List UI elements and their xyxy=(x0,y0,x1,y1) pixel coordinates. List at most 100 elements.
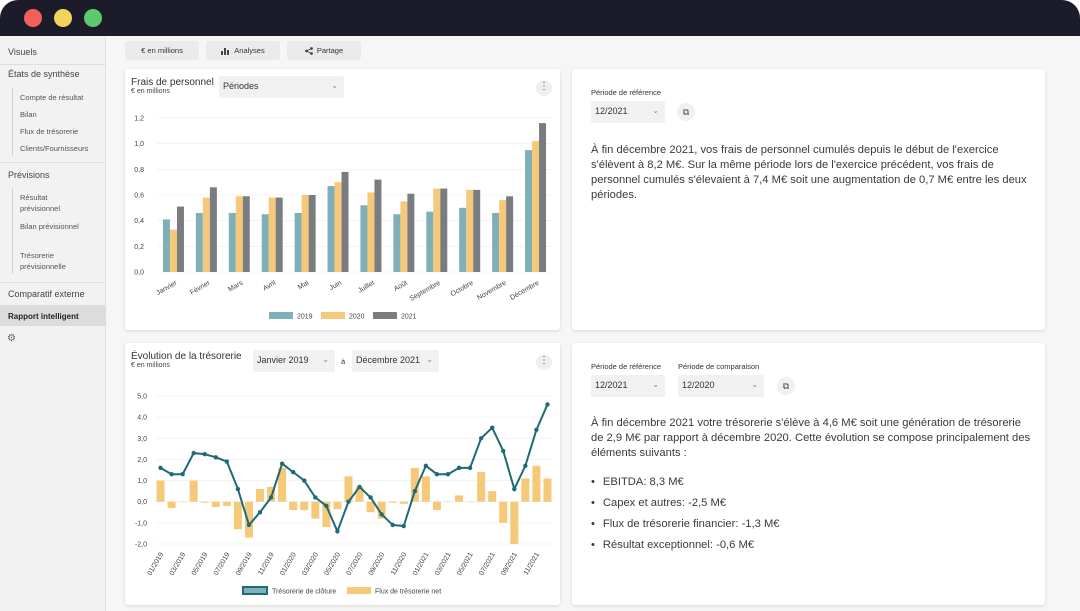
flux-bar xyxy=(388,501,397,503)
flux-bar xyxy=(278,467,287,502)
divider xyxy=(0,282,106,283)
partage-button[interactable]: Partage xyxy=(287,41,361,60)
currency-label: € en millions xyxy=(141,46,183,55)
y-tick-label: 3,0 xyxy=(137,436,147,443)
tresorerie-point xyxy=(180,472,185,477)
frais-commentaire-card: Période de référence 12/2021 ⌄ ⧉ À fin dé… xyxy=(572,69,1045,330)
tresorerie-point xyxy=(158,465,163,471)
flux-bar xyxy=(222,501,231,506)
copy-icon[interactable]: ⧉ xyxy=(677,103,695,121)
close-window-button[interactable] xyxy=(24,9,42,27)
sidebar-item-bilan-previsionnel[interactable]: Bilan prévisionnel xyxy=(20,222,79,231)
tresorerie-line xyxy=(160,404,549,534)
flux-bar xyxy=(256,489,265,502)
bar-2019 xyxy=(261,214,269,272)
currency-button[interactable]: € en millions xyxy=(125,41,199,60)
card-menu-button[interactable]: ⋮ xyxy=(536,80,552,96)
sidebar-item-bilan[interactable]: Bilan xyxy=(20,110,37,119)
bar-2019 xyxy=(492,212,500,272)
flux-bar xyxy=(410,467,419,502)
legend-label: 2020 xyxy=(349,314,365,321)
flux-bar xyxy=(477,472,486,502)
flux-bar xyxy=(211,501,220,507)
divider xyxy=(0,305,106,306)
x-tick-label: Avril xyxy=(262,279,278,292)
tresorerie-point xyxy=(335,529,340,534)
start-period-select[interactable]: Janvier 2019 ⌄ xyxy=(253,350,335,372)
sidebar-item-visuels[interactable]: Visuels xyxy=(8,47,37,57)
analyses-button[interactable]: Analyses xyxy=(206,41,280,60)
y-tick-label: 5,0 xyxy=(137,394,147,401)
tresorerie-point xyxy=(379,512,384,517)
tresorerie-point xyxy=(202,451,207,457)
bar-2020 xyxy=(433,188,441,272)
y-tick-label: -2,0 xyxy=(135,542,147,549)
comparison-period-label: Période de comparaison xyxy=(678,362,760,371)
tresorerie-point xyxy=(246,522,252,528)
bar-2021 xyxy=(440,188,448,272)
y-tick-label: 0,2 xyxy=(134,244,144,251)
analyses-label: Analyses xyxy=(234,46,265,55)
x-tick-label: 01/2019 xyxy=(147,551,166,577)
sidebar-item-clients-fournisseurs[interactable]: Clients/Fournisseurs xyxy=(20,144,89,153)
gear-icon[interactable]: ⚙ xyxy=(7,333,16,344)
chevron-down-icon: ⌄ xyxy=(652,106,659,115)
sidebar-item-previsions[interactable]: Prévisions xyxy=(8,170,50,180)
frais-personnel-card: Frais de personnel € en millions Période… xyxy=(125,69,560,330)
sidebar-item-etats[interactable]: États de synthèse xyxy=(8,69,80,79)
y-tick-label: 1,0 xyxy=(134,141,144,148)
flux-bar xyxy=(521,478,530,502)
reference-period-select[interactable]: 12/2021 ⌄ xyxy=(591,101,665,123)
y-tick-label: 2,0 xyxy=(137,457,147,464)
end-period-select[interactable]: Décembre 2021 ⌄ xyxy=(352,350,439,372)
chevron-down-icon: ⌄ xyxy=(322,355,329,364)
divider xyxy=(0,162,106,163)
bar-2021 xyxy=(176,206,184,272)
periodes-select[interactable]: Périodes ⌄ xyxy=(219,76,344,98)
card-menu-button[interactable]: ⋮ xyxy=(536,354,552,370)
tresorerie-point xyxy=(401,523,406,529)
flux-bar xyxy=(322,501,331,528)
sidebar-item-rapport-intelligent[interactable]: Rapport intelligent xyxy=(0,306,106,326)
x-tick-label: Juillet xyxy=(357,280,376,295)
flux-bar xyxy=(455,495,464,502)
reference-period-select[interactable]: 12/2021 ⌄ xyxy=(591,375,665,397)
bar-2021 xyxy=(506,196,514,272)
sidebar-item-comparatif[interactable]: Comparatif externe xyxy=(8,289,85,299)
tresorerie-point xyxy=(467,465,473,471)
legend-swatch xyxy=(347,587,371,594)
copy-icon[interactable]: ⧉ xyxy=(777,377,795,395)
flux-bar xyxy=(311,501,320,519)
minimize-window-button[interactable] xyxy=(54,9,72,27)
tresorerie-card: Évolution de la trésorerie € en millions… xyxy=(125,343,560,605)
flux-bar xyxy=(244,501,253,538)
comparison-period-select[interactable]: 12/2020 ⌄ xyxy=(678,375,764,397)
tresorerie-bullet-list: EBITDA: 8,3 M€ Capex et autres: -2,5 M€ … xyxy=(591,475,780,559)
tresorerie-point xyxy=(324,503,329,509)
flux-bar xyxy=(543,478,552,502)
bar-2020 xyxy=(466,189,474,272)
maximize-window-button[interactable] xyxy=(84,9,102,27)
flux-bar xyxy=(499,501,508,523)
y-tick-label: 1,0 xyxy=(137,478,147,485)
x-tick-label: 09/2019 xyxy=(235,551,254,577)
sidebar-item-flux-tresorerie[interactable]: Flux de trésorerie xyxy=(20,127,79,136)
x-tick-label: Novembre xyxy=(476,280,508,302)
sidebar-item-compte-resultat[interactable]: Compte de résultat xyxy=(20,93,84,102)
tresorerie-point xyxy=(368,495,373,500)
bar-2020 xyxy=(202,197,210,272)
x-tick-label: 09/2020 xyxy=(368,551,387,577)
chart-title: Évolution de la trésorerie xyxy=(131,351,242,362)
share-icon xyxy=(304,46,313,55)
list-item: Capex et autres: -2,5 M€ xyxy=(591,496,780,517)
chart-subtitle: € en millions xyxy=(131,362,170,369)
legend-label: Flux de trésorerie net xyxy=(375,589,441,596)
y-tick-label: 0,6 xyxy=(134,193,144,200)
x-tick-label: Mars xyxy=(227,279,244,293)
tresorerie-point xyxy=(302,478,307,483)
flux-bar xyxy=(233,501,242,530)
legend-label: 2019 xyxy=(297,314,313,321)
y-tick-label: 1,2 xyxy=(134,116,144,123)
sidebar-item-tresorerie-previsionnelle[interactable]: Trésorerie prévisionnelle xyxy=(20,251,66,271)
sidebar-item-resultat-previsionnel[interactable]: Résultat prévisionnel xyxy=(20,193,61,213)
